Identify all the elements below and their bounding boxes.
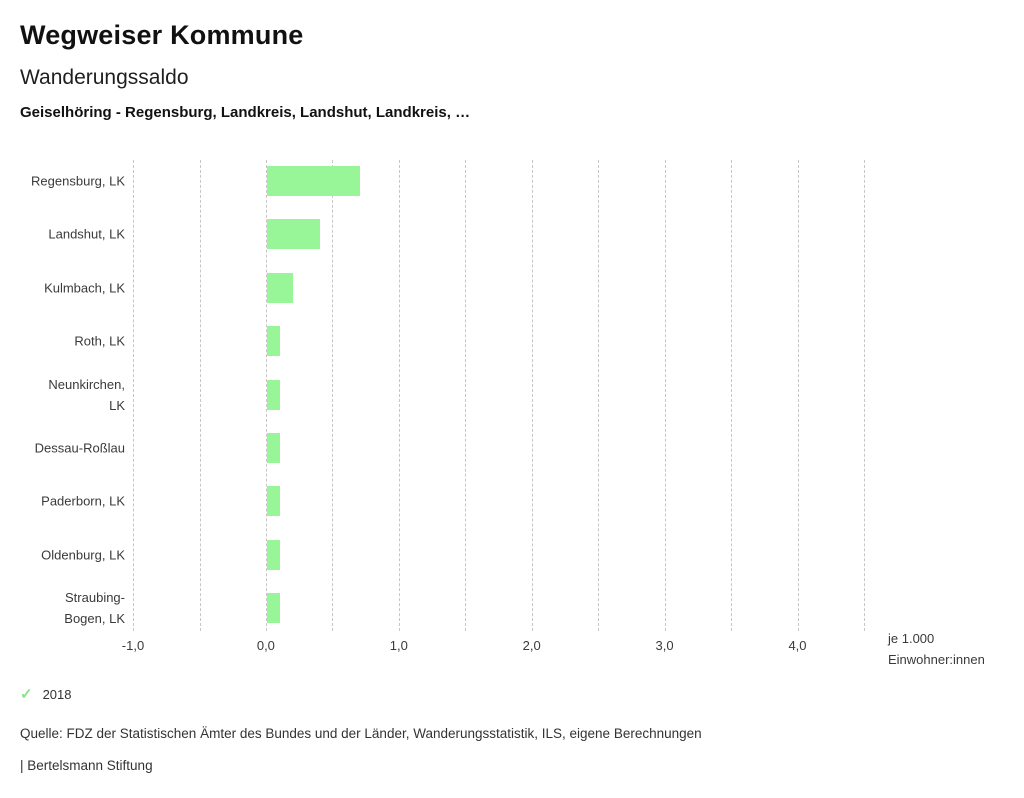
bar-Roth, LK[interactable] — [266, 326, 281, 357]
check-icon: ✓ — [20, 686, 33, 703]
source-text: Quelle: FDZ der Statistischen Ämter des … — [20, 726, 702, 741]
x-axis-unit-line2: Einwohner:innen — [888, 652, 985, 667]
page-title: Wegweiser Kommune — [20, 20, 304, 50]
x-tick-label: 4,0 — [788, 638, 807, 653]
gridline — [199, 160, 201, 631]
bar-Regensburg, LK[interactable] — [266, 166, 360, 196]
bar-Paderborn, LK[interactable] — [266, 486, 281, 517]
footer-brand: | Bertelsmann Stiftung — [20, 758, 153, 773]
x-tick-label: 2,0 — [522, 638, 541, 653]
gridline — [664, 160, 666, 631]
category-label: Paderborn, LK — [41, 493, 125, 509]
gridline — [598, 160, 600, 631]
gridline — [864, 160, 865, 631]
category-label: Neunkirchen, LK — [48, 376, 125, 413]
x-tick-label: 0,0 — [256, 638, 275, 653]
bar-Kulmbach, LK[interactable] — [266, 272, 294, 303]
legend-item-2018[interactable]: ✓ 2018 — [20, 687, 72, 702]
category-label: Regensburg, LK — [31, 173, 125, 189]
bar-Landshut, LK[interactable] — [266, 219, 321, 250]
category-label: Roth, LK — [74, 333, 125, 349]
gridline — [398, 160, 400, 631]
x-axis-unit-line1: je 1.000 — [888, 631, 935, 646]
x-tick-label: 1,0 — [389, 638, 408, 653]
bar-Oldenburg, LK[interactable] — [266, 539, 281, 570]
x-tick-label: 3,0 — [655, 638, 674, 653]
gridline — [265, 160, 267, 631]
chart-title: Wanderungssaldo — [20, 66, 189, 89]
category-label: Dessau-Roßlau — [34, 440, 125, 456]
category-label: Kulmbach, LK — [44, 280, 125, 296]
gridline — [133, 160, 134, 631]
bar-Neunkirchen, LK[interactable] — [266, 379, 281, 410]
category-label: Landshut, LK — [48, 226, 125, 242]
gridline — [332, 160, 334, 631]
gridline — [465, 160, 467, 631]
legend-year-label: 2018 — [42, 687, 72, 702]
gridline — [531, 160, 533, 631]
category-label: Straubing- Bogen, LK — [64, 590, 125, 627]
category-label: Oldenburg, LK — [41, 547, 125, 563]
bar-Dessau-Roßlau[interactable] — [266, 433, 281, 463]
x-axis-unit-label: je 1.000 Einwohner:innen — [888, 628, 985, 670]
chart-subtitle: Geiselhöring - Regensburg, Landkreis, La… — [20, 104, 471, 121]
x-tick-label: -1,0 — [121, 638, 145, 653]
bar-Straubing-Bogen, LK[interactable] — [266, 593, 281, 624]
gridline — [731, 160, 733, 631]
gridline — [797, 160, 799, 631]
